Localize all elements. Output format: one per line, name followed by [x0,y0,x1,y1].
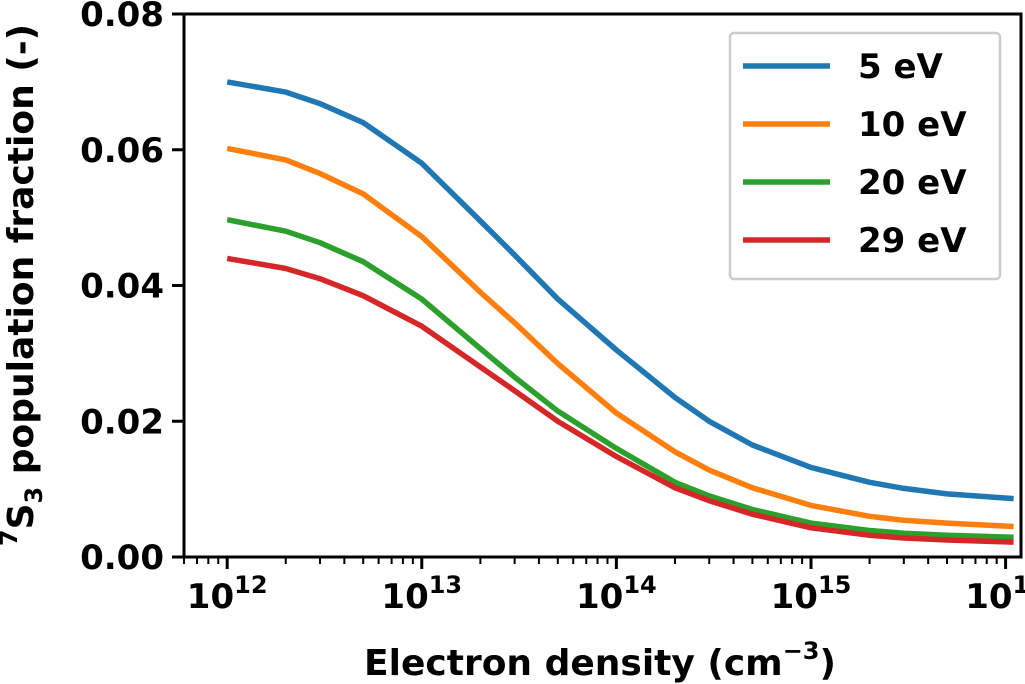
y-tick-label: 0.08 [80,0,164,35]
legend-label-29-ev: 29 eV [858,221,967,261]
plot-frame [182,12,1023,559]
series-line-10-ev [226,145,1014,530]
x-tick-label: 1012 [187,571,268,617]
y-tick-label: 0.00 [80,538,164,578]
legend: 5 eV 10 eV 20 eV 29 eV [728,31,1002,281]
series-line-20-ev [226,217,1014,541]
legend-box [728,31,1002,281]
legend-label-5-ev: 5 eV [858,47,944,87]
tick-labels: 1012 1013 1014 1015 1016 0.00 0.02 0.04 0.06 0.08 [80,0,1025,617]
axis-major-ticks [172,12,1008,569]
y-tick-label: 0.06 [80,131,164,171]
y-tick-label: 0.02 [80,402,164,442]
x-axis-title: Electron density (cm−3) [364,637,836,684]
legend-label-10-ev: 10 eV [858,105,967,145]
x-tick-label: 1016 [965,571,1025,617]
x-tick-label: 1015 [771,571,852,617]
y-axis-title: 7S3 population fraction (-) [0,24,48,546]
series-lines [226,79,1014,545]
x-tick-label: 1014 [576,571,657,617]
series-line-5-ev [226,79,1014,502]
y-tick-label: 0.04 [80,267,164,307]
series-line-29-ev [226,255,1014,545]
x-tick-label: 1013 [381,571,462,617]
legend-label-20-ev: 20 eV [858,163,967,203]
